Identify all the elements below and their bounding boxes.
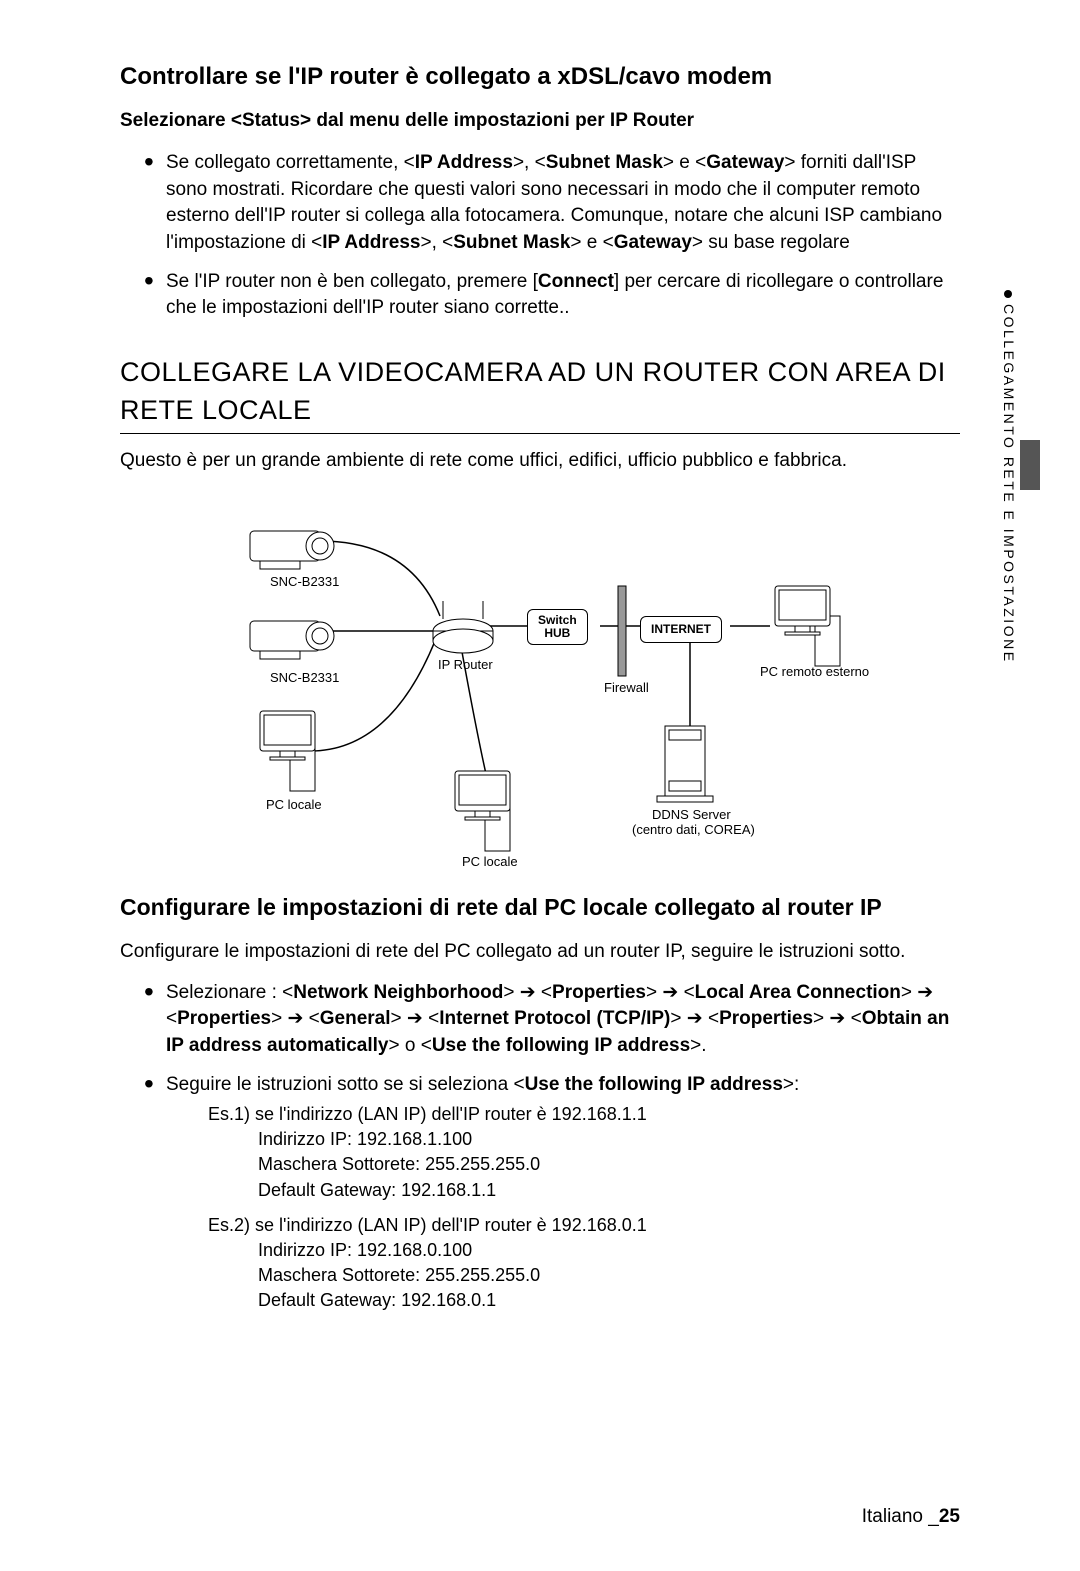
example1: Es.1) se l'indirizzo (LAN IP) dell'IP ro… (208, 1102, 960, 1203)
bullet2: Se l'IP router non è ben collegato, prem… (144, 269, 960, 322)
page-footer: Italiano _25 (862, 1504, 960, 1531)
bullet1: Se collegato correttamente, <IP Address>… (144, 150, 960, 256)
section1-heading: Controllare se l'IP router è collegato a… (120, 60, 960, 94)
lbl-firewall: Firewall (604, 679, 649, 697)
side-tab-marker (1020, 440, 1040, 490)
section2-intro: Questo è per un grande ambiente di rete … (120, 448, 960, 475)
section1-subheading: Selezionare <Status> dal menu delle impo… (120, 108, 960, 135)
sidebar-section-label: COLLEGAMENTO RETE E IMPOSTAZIONE (998, 290, 1018, 664)
lbl-cam2: SNC-B2331 (270, 669, 339, 687)
example2: Es.2) se l'indirizzo (LAN IP) dell'IP ro… (208, 1213, 960, 1314)
section3-bullet2: Seguire le istruzioni sotto se si selezi… (144, 1072, 960, 1314)
lbl-pclocal2: PC locale (462, 853, 518, 871)
lbl-ddns2: (centro dati, COREA) (632, 821, 755, 839)
section2-heading: COLLEGARE LA VIDEOCAMERA AD UN ROUTER CO… (120, 354, 960, 435)
lbl-switch: Switch HUB (527, 609, 588, 645)
section3-heading: Configurare le impostazioni di rete dal … (120, 891, 960, 923)
lbl-pclocal1: PC locale (266, 796, 322, 814)
lbl-iprouter: IP Router (438, 656, 493, 674)
network-diagram: SNC-B2331 SNC-B2331 IP Router Switch HUB… (190, 501, 890, 861)
section3-bullets: Selezionare : <Network Neighborhood> ➔ <… (144, 980, 960, 1314)
section3-intro: Configurare le impostazioni di rete del … (120, 939, 960, 966)
lbl-internet: INTERNET (640, 616, 722, 643)
lbl-pcremote: PC remoto esterno (760, 663, 869, 681)
lbl-cam1: SNC-B2331 (270, 573, 339, 591)
section3-bullet1: Selezionare : <Network Neighborhood> ➔ <… (144, 980, 960, 1060)
sidebar-dot-icon (1004, 290, 1012, 298)
section1-bullets: Se collegato correttamente, <IP Address>… (144, 150, 960, 322)
